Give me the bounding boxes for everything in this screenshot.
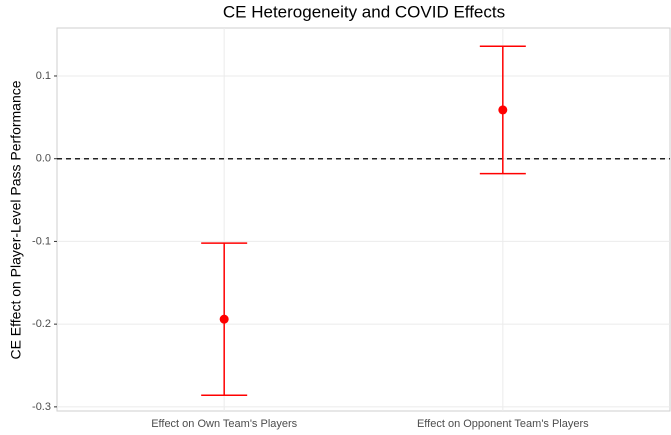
y-tick-label: -0.1 (32, 235, 51, 247)
plot-panel (56, 27, 671, 412)
chart-title: CE Heterogeneity and COVID Effects (223, 2, 505, 21)
x-tick-label: Effect on Own Team's Players (151, 418, 297, 430)
y-axis-label: CE Effect on Player-Level Pass Performan… (8, 80, 24, 359)
y-tick-label: -0.2 (32, 318, 51, 330)
y-tick-label: 0.1 (36, 70, 51, 82)
point (219, 314, 229, 324)
point (498, 105, 508, 115)
y-tick-label: -0.3 (32, 401, 51, 413)
y-tick-label: 0.0 (36, 153, 51, 165)
x-tick-label: Effect on Opponent Team's Players (417, 418, 589, 430)
